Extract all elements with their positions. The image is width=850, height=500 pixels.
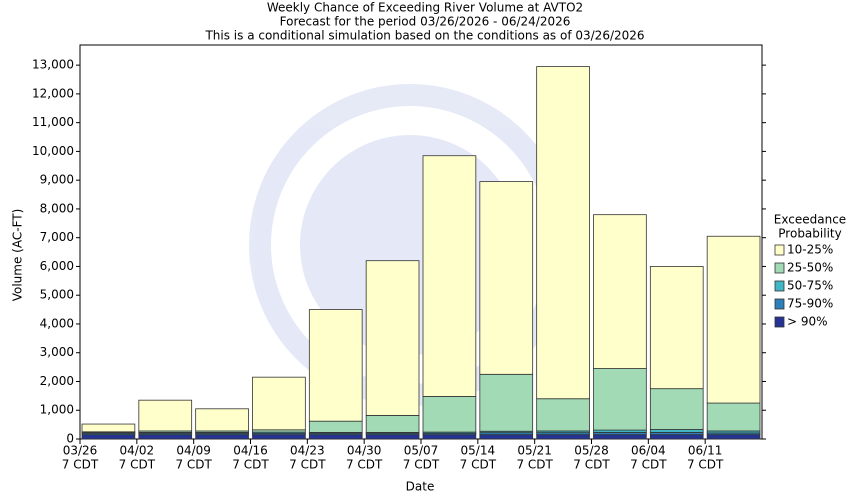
- x-tick-sublabel: 7 CDT: [516, 458, 553, 472]
- bar-segment: [252, 376, 306, 431]
- bar-segment: [365, 415, 420, 433]
- bar-segment: [195, 434, 249, 440]
- x-tick-label: 04/30: [347, 444, 382, 458]
- bar-segment: [649, 429, 704, 433]
- x-tick-label: 04/09: [176, 444, 211, 458]
- x-tick-label: 03/26: [63, 444, 98, 458]
- x-tick-sublabel: 7 CDT: [62, 458, 99, 472]
- bar-segment: [422, 396, 477, 433]
- x-tick-label: 05/14: [461, 444, 496, 458]
- y-tick-label: 5,000: [40, 288, 74, 302]
- legend-swatch: [774, 298, 785, 310]
- x-tick-sublabel: 7 CDT: [630, 458, 667, 472]
- y-tick-label: 6,000: [40, 259, 74, 273]
- y-tick-label: 7,000: [40, 230, 74, 244]
- y-tick-label: 9,000: [40, 173, 74, 187]
- bar-segment: [365, 434, 420, 440]
- bar-segment: [649, 388, 704, 430]
- x-tick-sublabel: 7 CDT: [346, 458, 383, 472]
- legend-swatch: [774, 262, 785, 274]
- x-tick-label: 05/28: [574, 444, 609, 458]
- bar-segment: [365, 260, 420, 416]
- legend-label: > 90%: [787, 315, 828, 329]
- bar-segment: [649, 266, 704, 390]
- bar-segment: [81, 423, 136, 433]
- bar-segment: [422, 155, 477, 397]
- legend-label: 10-25%: [787, 243, 833, 257]
- x-tick-label: 06/11: [688, 444, 723, 458]
- bar-segment: [706, 434, 761, 440]
- bar-segment: [195, 408, 249, 432]
- bar-segment: [252, 434, 306, 440]
- x-tick-sublabel: 7 CDT: [289, 458, 326, 472]
- y-tick-label: 12,000: [32, 86, 74, 100]
- chart-subtitle: Forecast for the period 03/26/2026 - 06/…: [280, 15, 571, 29]
- x-tick-sublabel: 7 CDT: [232, 458, 269, 472]
- bar-segment: [81, 434, 136, 440]
- bar-segment: [706, 402, 761, 432]
- y-tick-label: 10,000: [32, 144, 74, 158]
- bar-segment: [308, 434, 363, 440]
- bar-segment: [479, 434, 534, 440]
- legend-title: Exceedance: [774, 213, 846, 227]
- y-tick-label: 13,000: [32, 58, 74, 72]
- bar-segment: [138, 434, 193, 440]
- bar-segment: [479, 181, 534, 375]
- bar-segment: [536, 398, 590, 432]
- y-axis-label: Volume (AC-FT): [11, 209, 25, 302]
- legend-label: 25-50%: [787, 261, 833, 275]
- bar-segment: [422, 434, 477, 440]
- bar-segment: [593, 214, 647, 369]
- bar-segment: [308, 420, 363, 433]
- x-tick-label: 05/07: [404, 444, 439, 458]
- legend-swatch: [774, 316, 785, 328]
- y-tick-label: 11,000: [32, 115, 74, 129]
- x-tick-sublabel: 7 CDT: [460, 458, 497, 472]
- x-tick-sublabel: 7 CDT: [119, 458, 156, 472]
- bar-segment: [536, 434, 590, 440]
- bar-segment: [706, 235, 761, 404]
- legend-title: Probability: [778, 227, 841, 241]
- y-tick-label: 4,000: [40, 316, 74, 330]
- x-tick-label: 06/04: [631, 444, 666, 458]
- x-tick-label: 04/23: [290, 444, 325, 458]
- x-tick-sublabel: 7 CDT: [175, 458, 212, 472]
- y-tick-label: 3,000: [40, 345, 74, 359]
- y-tick-label: 2,000: [40, 374, 74, 388]
- legend-swatch: [774, 244, 785, 256]
- y-tick-label: 1,000: [40, 403, 74, 417]
- x-tick-label: 05/21: [517, 444, 552, 458]
- chart-title: Weekly Chance of Exceeding River Volume …: [267, 1, 583, 15]
- bar-segment: [308, 309, 363, 422]
- x-tick-label: 04/16: [233, 444, 268, 458]
- legend-label: 50-75%: [787, 279, 833, 293]
- bar-segment: [649, 434, 704, 440]
- bar-segment: [593, 434, 647, 440]
- bar-segment: [593, 368, 647, 431]
- x-tick-sublabel: 7 CDT: [687, 458, 724, 472]
- x-tick-sublabel: 7 CDT: [573, 458, 610, 472]
- bar-segment: [138, 399, 193, 432]
- x-axis-label: Date: [406, 480, 435, 494]
- legend-label: 75-90%: [787, 297, 833, 311]
- legend-swatch: [774, 280, 785, 292]
- bar-segment: [536, 66, 590, 400]
- bar-segment: [479, 373, 534, 432]
- x-tick-label: 04/02: [120, 444, 155, 458]
- x-tick-sublabel: 7 CDT: [403, 458, 440, 472]
- chart-subtitle: This is a conditional simulation based o…: [204, 29, 644, 43]
- y-tick-label: 0: [66, 432, 74, 446]
- y-tick-label: 8,000: [40, 201, 74, 215]
